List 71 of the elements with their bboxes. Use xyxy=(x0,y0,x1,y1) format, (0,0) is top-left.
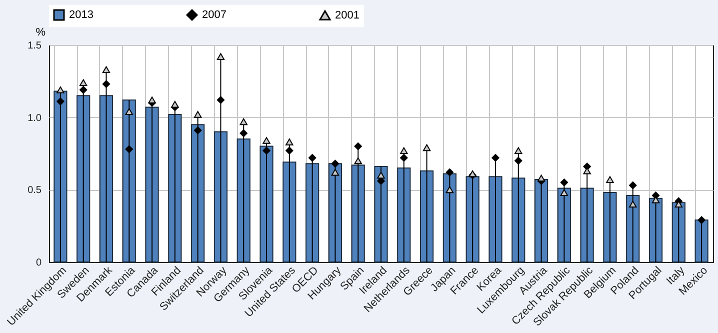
point xyxy=(262,137,270,144)
point xyxy=(354,157,362,164)
point xyxy=(331,168,340,176)
point xyxy=(308,154,316,162)
bar xyxy=(260,146,274,262)
point xyxy=(79,79,88,86)
point xyxy=(514,156,522,165)
point xyxy=(79,86,88,94)
point xyxy=(102,80,110,88)
bar xyxy=(351,164,365,262)
bar xyxy=(122,99,136,262)
point xyxy=(56,86,64,94)
point xyxy=(171,100,179,108)
point xyxy=(194,126,202,134)
point xyxy=(125,145,133,154)
point xyxy=(422,144,431,152)
point xyxy=(331,160,340,168)
point xyxy=(537,174,546,182)
point xyxy=(400,154,408,162)
bar xyxy=(99,95,114,262)
legend-label: 2007 xyxy=(202,9,226,21)
point xyxy=(216,53,225,60)
legend-label: 2001 xyxy=(335,9,360,22)
point xyxy=(148,96,156,104)
y-tick-label: 0.5 xyxy=(28,185,42,196)
point xyxy=(560,178,568,186)
point xyxy=(125,108,133,115)
legend-label: 2013 xyxy=(69,9,94,21)
bar xyxy=(580,188,594,262)
bar xyxy=(54,90,68,262)
bar xyxy=(191,124,205,262)
point xyxy=(629,181,637,190)
point xyxy=(629,200,637,208)
point xyxy=(698,216,706,224)
y-tick-label: 1.5 xyxy=(28,40,42,52)
y-tick-label: 1.0 xyxy=(28,112,42,124)
point xyxy=(514,147,522,154)
bar xyxy=(466,176,480,262)
point xyxy=(102,66,110,73)
bar xyxy=(168,114,182,262)
point xyxy=(446,168,454,176)
point xyxy=(240,129,248,138)
bar xyxy=(306,163,320,262)
bar xyxy=(512,178,526,262)
bar xyxy=(76,95,90,262)
y-axis-title: % xyxy=(36,26,46,38)
point xyxy=(240,118,248,126)
point xyxy=(560,189,568,196)
point xyxy=(606,176,614,183)
point xyxy=(262,146,270,154)
bar xyxy=(236,138,250,262)
point xyxy=(492,154,500,162)
point xyxy=(377,172,385,179)
point xyxy=(216,96,225,104)
bar xyxy=(603,192,617,262)
bar xyxy=(282,162,296,262)
point xyxy=(354,142,362,150)
point xyxy=(194,111,202,118)
y-tick-label: 0 xyxy=(36,258,42,268)
bar xyxy=(420,170,434,262)
bar xyxy=(534,179,548,262)
bar xyxy=(557,188,571,262)
point xyxy=(56,98,64,106)
bar xyxy=(145,106,159,262)
bar xyxy=(214,131,228,262)
bar xyxy=(397,167,411,262)
point xyxy=(400,147,408,154)
point xyxy=(286,146,294,154)
bar xyxy=(488,176,502,262)
point xyxy=(446,186,454,194)
point xyxy=(286,138,294,146)
